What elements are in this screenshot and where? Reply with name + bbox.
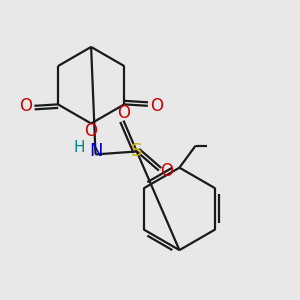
- Text: O: O: [117, 104, 130, 122]
- Text: N: N: [89, 142, 102, 160]
- Text: O: O: [19, 97, 32, 115]
- Text: H: H: [74, 140, 85, 154]
- Text: O: O: [85, 122, 98, 140]
- Text: O: O: [160, 162, 173, 180]
- Text: S: S: [131, 142, 142, 160]
- Text: O: O: [150, 97, 163, 115]
